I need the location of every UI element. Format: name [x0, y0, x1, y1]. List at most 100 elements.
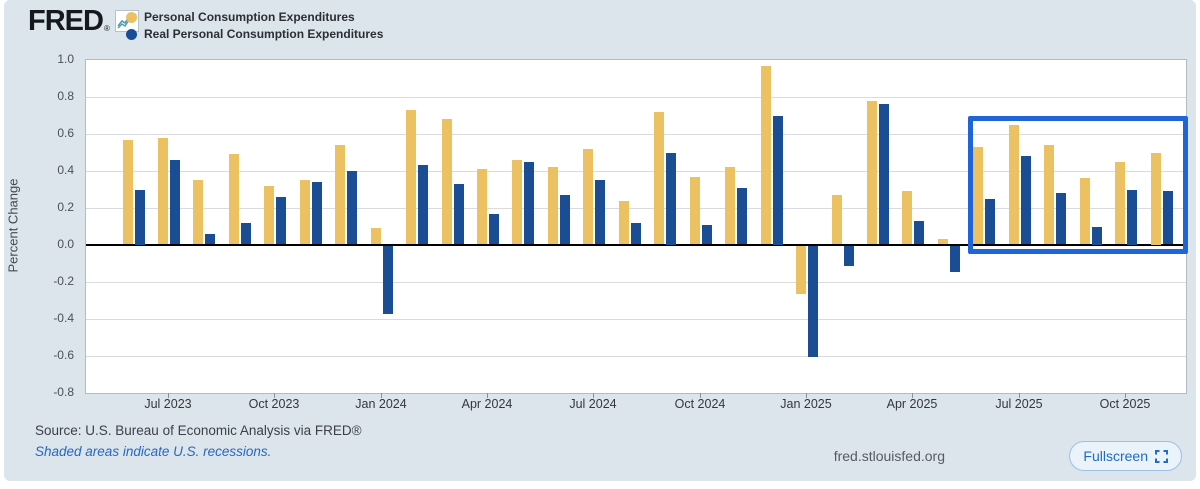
bar-real-pce[interactable] — [1021, 156, 1031, 244]
bar-pce[interactable] — [300, 180, 310, 244]
bar-real-pce[interactable] — [666, 153, 676, 245]
source-text: Source: U.S. Bureau of Economic Analysis… — [35, 423, 362, 438]
bar-pce[interactable] — [158, 138, 168, 244]
bar-pce[interactable] — [548, 167, 558, 244]
plot-area — [85, 59, 1188, 394]
x-tick-mark — [912, 393, 913, 398]
site-url: fred.stlouisfed.org — [833, 448, 945, 464]
bar-pce[interactable] — [371, 228, 381, 244]
legend-item-real-pce[interactable]: Real Personal Consumption Expenditures — [126, 26, 383, 42]
bar-pce[interactable] — [264, 186, 274, 244]
bar-pce[interactable] — [1009, 125, 1019, 244]
highlight-box — [968, 116, 1188, 254]
bar-real-pce[interactable] — [135, 190, 145, 245]
grid-line — [86, 319, 1186, 320]
bar-pce[interactable] — [1115, 162, 1125, 244]
bar-pce[interactable] — [867, 101, 877, 244]
bar-real-pce[interactable] — [879, 104, 889, 244]
real-pce-legend-dot — [126, 28, 137, 40]
bar-real-pce[interactable] — [1056, 193, 1066, 244]
bar-real-pce[interactable] — [1163, 191, 1173, 244]
pce-legend-label: Personal Consumption Expenditures — [144, 10, 355, 24]
grid-line — [86, 97, 1186, 98]
bar-real-pce[interactable] — [773, 116, 783, 245]
x-tick-label: Apr 2024 — [461, 397, 513, 411]
bar-real-pce[interactable] — [241, 223, 251, 244]
bar-pce[interactable] — [725, 167, 735, 244]
bar-pce[interactable] — [406, 110, 416, 244]
bar-real-pce[interactable] — [631, 223, 641, 244]
x-tick-label: Jan 2025 — [780, 397, 832, 411]
bar-real-pce[interactable] — [560, 195, 570, 244]
bar-pce[interactable] — [193, 180, 203, 244]
bar-pce[interactable] — [583, 149, 593, 244]
y-tick-label: 0.8 — [57, 89, 74, 103]
bar-pce[interactable] — [229, 154, 239, 244]
bar-real-pce[interactable] — [808, 246, 818, 357]
bar-real-pce[interactable] — [914, 221, 924, 244]
bar-pce[interactable] — [832, 195, 842, 244]
bar-real-pce[interactable] — [312, 182, 322, 244]
y-tick-label: 0.6 — [57, 126, 74, 140]
legend: Personal Consumption Expenditures Real P… — [126, 9, 383, 43]
bar-real-pce[interactable] — [1127, 190, 1137, 245]
bar-pce[interactable] — [761, 66, 771, 244]
bar-real-pce[interactable] — [418, 165, 428, 244]
grid-line — [86, 282, 1186, 283]
bar-pce[interactable] — [477, 169, 487, 244]
x-tick-mark — [168, 393, 169, 398]
bar-real-pce[interactable] — [950, 246, 960, 272]
bar-real-pce[interactable] — [454, 184, 464, 244]
bar-pce[interactable] — [123, 140, 133, 244]
bar-real-pce[interactable] — [844, 246, 854, 266]
fred-logo[interactable]: FRED ® — [28, 6, 139, 37]
bar-pce[interactable] — [973, 147, 983, 244]
y-tick-label: -0.8 — [53, 385, 74, 399]
bar-real-pce[interactable] — [702, 225, 712, 244]
x-tick-mark — [487, 393, 488, 398]
bar-real-pce[interactable] — [737, 188, 747, 244]
x-tick-mark — [700, 393, 701, 398]
bar-pce[interactable] — [442, 119, 452, 244]
bar-pce[interactable] — [654, 112, 664, 244]
y-tick-label: -0.2 — [53, 274, 74, 288]
y-tick-label: 0.2 — [57, 200, 74, 214]
bar-real-pce[interactable] — [383, 246, 393, 314]
bar-pce[interactable] — [796, 246, 806, 294]
bar-real-pce[interactable] — [170, 160, 180, 244]
bar-real-pce[interactable] — [1092, 227, 1102, 245]
bar-real-pce[interactable] — [276, 197, 286, 244]
y-tick-label: 1.0 — [57, 52, 74, 66]
x-tick-label: Jul 2023 — [144, 397, 192, 411]
y-tick-label: -0.6 — [53, 348, 74, 362]
bar-pce[interactable] — [512, 160, 522, 244]
bar-pce[interactable] — [619, 201, 629, 244]
fullscreen-button[interactable]: Fullscreen — [1069, 441, 1182, 471]
bar-real-pce[interactable] — [489, 214, 499, 244]
bar-real-pce[interactable] — [985, 199, 995, 244]
recession-note-link[interactable]: Shaded areas indicate U.S. recessions. — [35, 444, 272, 459]
grid-line — [86, 134, 1186, 135]
bar-pce[interactable] — [335, 145, 345, 244]
x-tick-mark — [1125, 393, 1126, 398]
grid-line — [86, 356, 1186, 357]
x-tick-label: Oct 2024 — [674, 397, 726, 411]
real-pce-legend-label: Real Personal Consumption Expenditures — [144, 27, 384, 41]
bar-real-pce[interactable] — [205, 234, 215, 244]
x-tick-mark — [806, 393, 807, 398]
bar-real-pce[interactable] — [347, 171, 357, 244]
bar-pce[interactable] — [938, 239, 948, 244]
bar-pce[interactable] — [690, 177, 700, 244]
bar-real-pce[interactable] — [524, 162, 534, 244]
fullscreen-label: Fullscreen — [1083, 448, 1148, 464]
bar-pce[interactable] — [1044, 145, 1054, 244]
legend-item-pce[interactable]: Personal Consumption Expenditures — [126, 9, 383, 25]
bar-pce[interactable] — [902, 191, 912, 244]
bar-pce[interactable] — [1151, 153, 1161, 245]
y-tick-label: 0.4 — [57, 163, 74, 177]
y-tick-label: -0.4 — [53, 311, 74, 325]
x-tick-mark — [381, 393, 382, 398]
x-tick-label: Oct 2023 — [248, 397, 300, 411]
bar-pce[interactable] — [1080, 178, 1090, 244]
bar-real-pce[interactable] — [595, 180, 605, 244]
